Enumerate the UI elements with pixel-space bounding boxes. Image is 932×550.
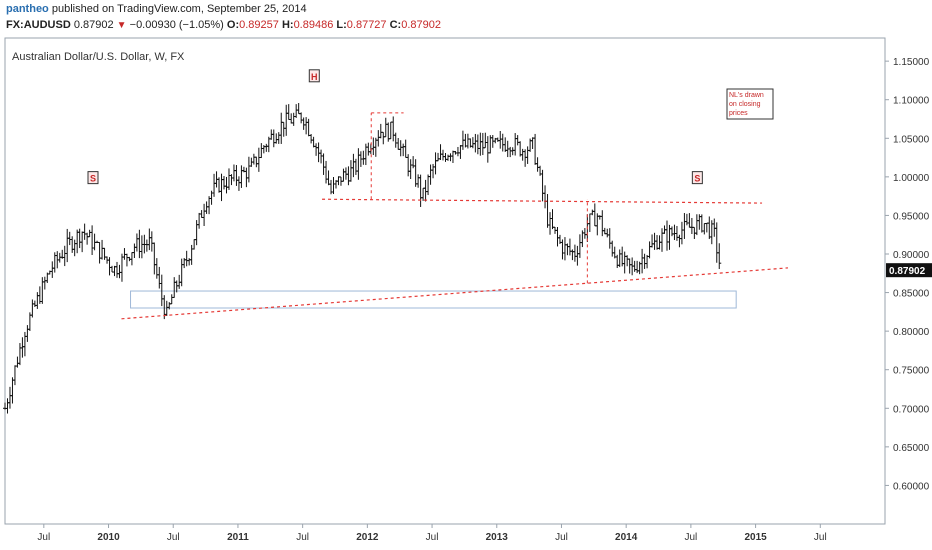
y-tick-label: 0.65000	[893, 443, 930, 454]
x-tick-label: Jul	[296, 532, 309, 543]
x-tick-label: 2012	[356, 532, 379, 543]
low-label: L:	[336, 19, 347, 31]
pattern-label: S	[694, 174, 700, 184]
annotation-box	[726, 88, 774, 120]
quote-bar: FX:AUDUSD 0.87902 ▼ −0.00930 (−1.05%) O:…	[6, 19, 441, 31]
y-tick-label: 0.60000	[893, 481, 930, 492]
x-tick-label: Jul	[684, 532, 697, 543]
x-tick-label: 2010	[97, 532, 120, 543]
down-arrow-icon: ▼	[116, 20, 127, 31]
x-tick-label: Jul	[814, 532, 827, 543]
x-tick-label: Jul	[167, 532, 180, 543]
y-tick-label: 0.80000	[893, 327, 930, 338]
x-tick-label: Jul	[555, 532, 568, 543]
pattern-label-box	[308, 69, 320, 83]
pattern-label: S	[90, 174, 96, 184]
y-tick-label: 1.10000	[893, 96, 930, 107]
neckline-horizontal	[322, 198, 763, 204]
x-tick-label: 2015	[744, 532, 767, 543]
annotation-text: NL's drawn on closing prices	[729, 92, 764, 117]
x-tick-label: 2011	[227, 532, 249, 543]
y-tick-label: 0.95000	[893, 211, 930, 222]
close-value: 0.87902	[401, 19, 441, 31]
y-tick-label: 1.05000	[893, 134, 930, 145]
y-tick-label: 0.90000	[893, 250, 930, 261]
publish-header: pantheo published on TradingView.com, Se…	[6, 3, 307, 15]
symbol: FX:AUDUSD	[6, 19, 71, 31]
open-label: O:	[226, 19, 240, 31]
x-tick-label: 2014	[615, 532, 638, 543]
y-tick-label: 1.15000	[893, 57, 930, 68]
last-price-tag	[886, 263, 932, 278]
price-range-box	[130, 290, 737, 309]
author-link[interactable]: pantheo	[6, 3, 49, 15]
low-value: 0.87727	[346, 19, 387, 31]
last-price: 0.87902	[73, 19, 114, 31]
published-text: published on TradingView.com, September …	[51, 3, 307, 15]
y-tick-label: 0.70000	[893, 404, 930, 415]
high-value: 0.89486	[293, 19, 334, 31]
y-tick-label: 0.75000	[893, 366, 930, 377]
chart-title: Australian Dollar/U.S. Dollar, W, FX	[12, 51, 185, 63]
pattern-label-box	[691, 171, 703, 185]
x-tick-label: Jul	[37, 532, 50, 543]
y-tick-label: 0.85000	[893, 289, 930, 300]
close-label: C:	[389, 19, 402, 31]
pattern-label-box	[87, 171, 99, 185]
open-value: 0.89257	[239, 19, 279, 31]
y-tick-label: 1.00000	[893, 173, 930, 184]
last-price-label: 0.87902	[889, 266, 926, 277]
x-tick-label: Jul	[426, 532, 439, 543]
x-tick-label: 2013	[486, 532, 509, 543]
high-label: H:	[281, 19, 294, 31]
price-change: −0.00930 (−1.05%)	[129, 19, 224, 31]
pattern-label: H	[311, 72, 318, 82]
